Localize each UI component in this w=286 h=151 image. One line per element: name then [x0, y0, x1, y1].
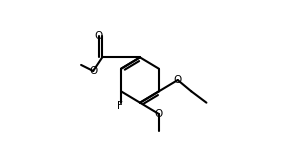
Text: O: O — [89, 66, 97, 76]
Text: O: O — [155, 109, 163, 119]
Text: O: O — [94, 31, 103, 41]
Text: O: O — [174, 75, 182, 85]
Text: F: F — [118, 101, 123, 111]
